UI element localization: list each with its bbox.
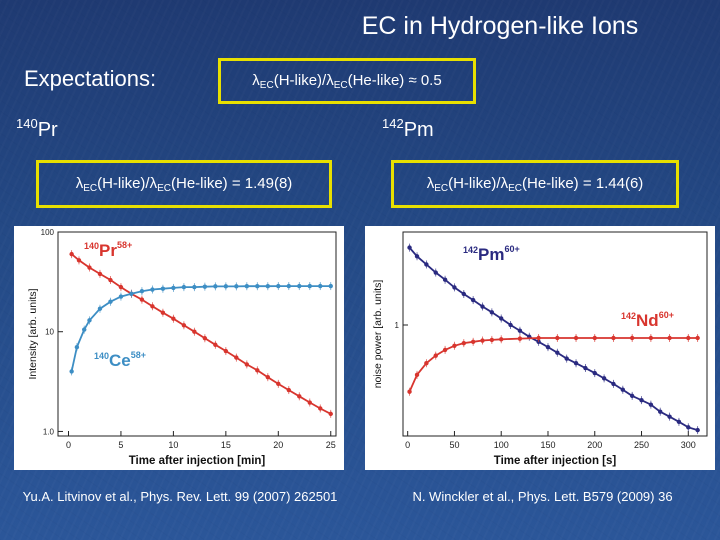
plot-frame — [402, 231, 708, 437]
y-axis-label: Intensity [arb. units] — [27, 288, 39, 379]
142pm60-fit-line — [408, 247, 698, 431]
pm-ratio-text: λEC(H-like)/λEC(He-like) = 1.44(6) — [426, 174, 644, 194]
x-tick-label: 15 — [221, 440, 231, 450]
expectations-label: Expectations: — [24, 66, 157, 91]
x-tick-label: 300 — [681, 440, 696, 450]
140pr58-label: 140Pr58+ — [84, 240, 132, 260]
x-tick-label: 50 — [449, 440, 459, 450]
plot-frame — [57, 231, 337, 437]
pr-ratio-text: λEC(H-like)/λEC(He-like) = 1.49(8) — [75, 174, 293, 194]
y-tick-label: 100 — [41, 228, 55, 237]
x-tick-label: 5 — [118, 440, 123, 450]
left-citation: Yu.A. Litvinov et al., Phys. Rev. Lett. … — [22, 489, 338, 504]
x-tick-label: 200 — [587, 440, 602, 450]
142nd60-point — [695, 335, 700, 341]
y-axis-label: noise power [arb. units] — [372, 280, 384, 389]
pr-ratio-box: λEC(H-like)/λEC(He-like) = 1.49(8) — [36, 160, 332, 208]
140pr58-fit-line — [71, 253, 332, 415]
y-tick-label: 1.0 — [43, 427, 55, 436]
x-tick-label: 150 — [540, 440, 555, 450]
x-tick-label: 0 — [405, 440, 410, 450]
slide-title: EC in Hydrogen-like Ions — [361, 12, 639, 40]
y-tick-label: 1 — [395, 321, 400, 330]
x-axis-label: Time after injection [s] — [494, 455, 617, 467]
expected-ratio-box: λEC(H-like)/λEC(He-like) ≈ 0.5 — [218, 58, 476, 104]
y-tick-label: 10 — [45, 328, 54, 337]
x-tick-label: 250 — [634, 440, 649, 450]
pr-decay-chart: 0 5 10 15 20 25 1.0 10 100 Time after injection [… — [27, 228, 337, 467]
isotope-pm-label: 142Pm — [382, 116, 434, 141]
142pm60-label: 142Pm60+ — [463, 244, 520, 264]
x-tick-label: 25 — [326, 440, 336, 450]
right-citation: N. Winckler et al., Phys. Lett. B579 (20… — [412, 489, 673, 504]
isotope-pr-label: 140Pr — [16, 116, 58, 141]
x-tick-label: 10 — [168, 440, 178, 450]
142nd60-fit-line — [408, 337, 698, 393]
pm-chart-panel: 0 50 100 150 200 250 300 1 Time after injection … — [365, 226, 715, 470]
x-tick-label: 0 — [66, 440, 71, 450]
pm-ratio-box: λEC(H-like)/λEC(He-like) = 1.44(6) — [391, 160, 679, 208]
x-tick-label: 100 — [494, 440, 509, 450]
x-axis-label: Time after injection [min] — [129, 455, 266, 467]
expected-ratio-text: λEC(H-like)/λEC(He-like) ≈ 0.5 — [252, 71, 442, 91]
140ce58-label: 140Ce58+ — [94, 350, 146, 370]
x-tick-label: 20 — [273, 440, 283, 450]
pr-chart-panel: 0 5 10 15 20 25 1.0 10 100 Time after injection [… — [14, 226, 344, 470]
142nd60-label: 142Nd60+ — [621, 310, 674, 330]
pm-decay-chart: 0 50 100 150 200 250 300 1 Time after injection … — [372, 231, 708, 467]
140ce58-fit-line — [70, 285, 331, 372]
